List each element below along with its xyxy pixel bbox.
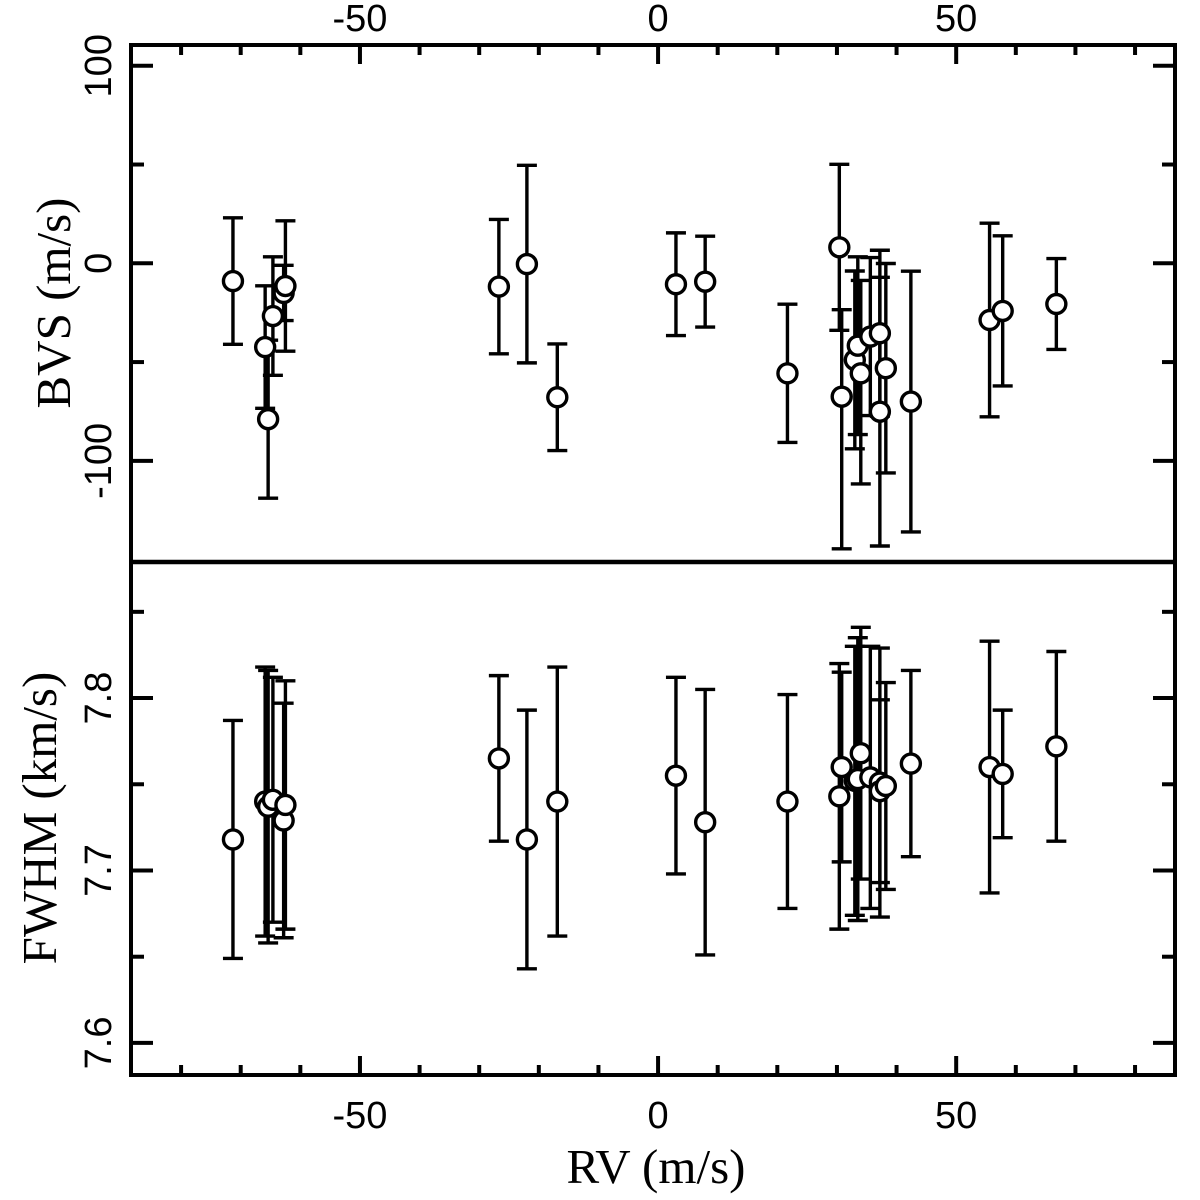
tick-labels: -50 -50 0 0 50 50 100 0 -100 7.8 7.7 7.6 xyxy=(78,0,977,1137)
x-tick-label-top: 50 xyxy=(935,0,977,40)
data-point-marker xyxy=(828,785,851,808)
x-axis-title: RV (m/s) xyxy=(567,1139,746,1194)
x-tick-label-bottom: 0 xyxy=(647,1095,668,1137)
x-tick-label-bottom: 50 xyxy=(935,1095,977,1137)
data-point-marker xyxy=(274,793,297,817)
axis-ticks xyxy=(131,45,1175,1075)
data-point-marker xyxy=(899,752,923,775)
bvs-error-bars xyxy=(222,162,1067,551)
data-point-marker xyxy=(828,236,851,259)
data-point-marker xyxy=(899,390,923,413)
data-point-marker xyxy=(487,275,511,298)
y-tick-label: 7.6 xyxy=(78,1017,120,1070)
y-tick-label: 0 xyxy=(78,253,120,274)
data-point-marker xyxy=(693,270,717,293)
y-tick-label: 100 xyxy=(78,34,120,97)
data-point-marker xyxy=(693,811,717,834)
data-point-marker xyxy=(830,385,853,408)
data-point-marker xyxy=(868,322,892,345)
data-point-marker xyxy=(274,274,297,298)
data-point-marker xyxy=(874,774,898,798)
y-tick-label: 7.8 xyxy=(78,672,120,725)
data-point-marker xyxy=(1045,735,1068,758)
plot-frame xyxy=(129,43,1177,1077)
data-point-marker xyxy=(664,273,688,296)
data-point-marker xyxy=(776,790,799,813)
x-tick-label-top: 0 xyxy=(647,0,668,40)
fwhm-error-bars xyxy=(222,625,1067,971)
data-point-marker xyxy=(830,755,853,779)
fwhm-data-points xyxy=(221,735,1068,851)
data-point-marker xyxy=(221,828,245,851)
data-point-marker xyxy=(221,269,245,293)
data-point-marker xyxy=(546,386,569,409)
y-tick-label: -100 xyxy=(78,423,120,499)
bvs-axis-title: BVS (m/s) xyxy=(26,197,81,408)
data-point-marker xyxy=(546,790,569,813)
data-point-marker xyxy=(868,400,892,423)
data-point-marker xyxy=(261,304,285,328)
data-point-marker xyxy=(487,747,511,770)
data-point-marker xyxy=(849,362,872,385)
data-point-marker xyxy=(991,299,1014,323)
data-point-marker xyxy=(515,252,539,276)
data-point-marker xyxy=(253,335,277,359)
x-tick-label-top: -50 xyxy=(332,0,387,40)
data-point-marker xyxy=(664,764,688,787)
data-point-marker xyxy=(776,362,799,385)
bvs-data-points xyxy=(221,236,1068,431)
data-point-marker xyxy=(256,407,280,431)
x-tick-label-bottom: -50 xyxy=(332,1095,387,1137)
data-point-marker xyxy=(991,762,1014,786)
data-point-marker xyxy=(874,356,898,380)
data-point-marker xyxy=(849,742,872,765)
data-point-marker xyxy=(1045,292,1068,316)
data-point-marker xyxy=(515,828,539,851)
y-tick-label: 7.7 xyxy=(78,844,120,897)
fwhm-axis-title: FWHM (km/s) xyxy=(12,672,67,965)
